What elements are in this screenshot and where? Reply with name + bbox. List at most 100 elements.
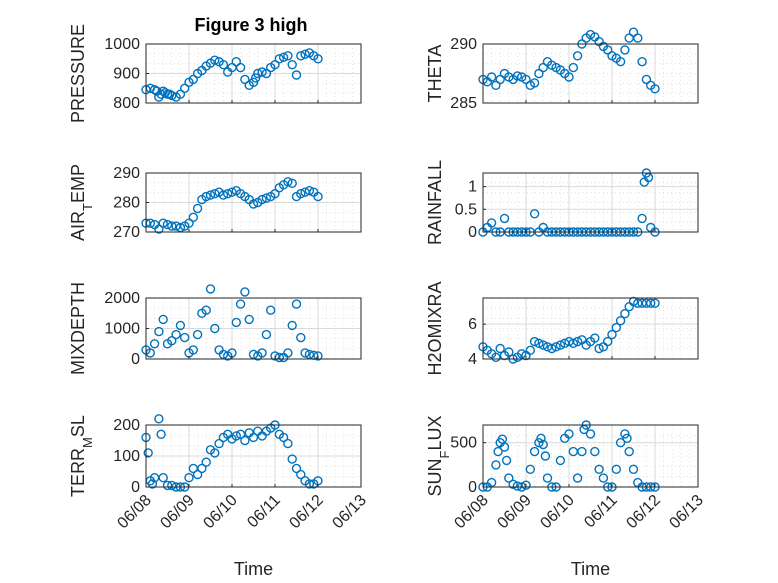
data-point xyxy=(495,343,505,354)
data-point xyxy=(214,438,224,449)
y-tick-label: 500 xyxy=(450,435,477,452)
data-point xyxy=(296,332,306,343)
data-point xyxy=(158,218,168,228)
data-point xyxy=(154,92,164,102)
y-tick-label: 100 xyxy=(113,448,140,465)
data-point xyxy=(555,340,566,350)
data-point xyxy=(504,347,514,357)
data-point xyxy=(291,299,302,309)
chart-panel-5: 285 290 THETA xyxy=(425,27,699,112)
y-tick-label: 1000 xyxy=(104,321,140,338)
y-axis-label: AIRTEMP xyxy=(68,164,95,241)
data-point xyxy=(192,203,203,214)
data-point xyxy=(250,73,261,83)
data-point xyxy=(235,62,246,73)
data-point xyxy=(304,185,315,196)
data-point xyxy=(296,469,306,480)
y-axis-label: PRESSURE xyxy=(68,24,88,123)
data-point xyxy=(162,480,173,491)
data-point xyxy=(650,298,660,308)
data-point xyxy=(235,429,246,439)
data-point xyxy=(192,329,203,340)
data-point xyxy=(551,342,561,352)
axes-box xyxy=(482,172,699,233)
data-point xyxy=(167,221,177,231)
chart-panel-7: 4 6 H2OMIXRA xyxy=(425,281,699,376)
data-series xyxy=(478,296,660,364)
data-point xyxy=(547,343,557,354)
data-point xyxy=(278,432,289,443)
y-tick-label: 0 xyxy=(131,351,140,368)
data-point xyxy=(572,51,583,61)
data-point xyxy=(201,457,211,467)
data-point xyxy=(231,57,242,67)
data-point xyxy=(540,451,551,461)
data-point xyxy=(534,338,544,348)
data-point xyxy=(594,464,604,474)
data-point xyxy=(572,473,583,483)
axes-box xyxy=(482,297,699,360)
data-point xyxy=(572,336,583,347)
axes-box xyxy=(482,43,699,104)
data-point xyxy=(568,62,578,73)
data-point xyxy=(637,57,647,67)
data-point xyxy=(611,464,621,474)
data-point xyxy=(495,74,505,85)
x-axis-label: Time xyxy=(234,559,273,579)
data-point xyxy=(248,432,259,443)
y-axis-label: RAINFALL xyxy=(425,160,445,245)
data-point xyxy=(637,213,647,224)
data-point xyxy=(192,469,203,480)
data-point xyxy=(257,348,267,358)
data-point xyxy=(555,455,566,466)
data-point xyxy=(197,463,207,474)
chart-panel-1: 800 900 1000 PRESSURE xyxy=(68,24,362,123)
data-point xyxy=(154,326,164,337)
data-point xyxy=(201,305,211,315)
data-point xyxy=(291,70,302,80)
data-point xyxy=(240,74,250,85)
data-point xyxy=(296,188,306,199)
data-point xyxy=(167,336,177,346)
data-point xyxy=(222,188,233,199)
data-point xyxy=(504,473,514,483)
data-point xyxy=(154,414,164,424)
data-point xyxy=(628,464,639,474)
data-point xyxy=(525,345,535,355)
data-point xyxy=(633,33,643,43)
data-point xyxy=(143,448,153,458)
y-axis-label: SUNFLUX xyxy=(425,416,452,497)
data-point xyxy=(501,455,512,466)
data-point xyxy=(188,345,199,355)
data-point xyxy=(564,429,574,439)
data-point xyxy=(210,323,220,334)
y-tick-label: 0 xyxy=(468,224,477,241)
data-point xyxy=(158,473,168,483)
data-point xyxy=(291,463,302,474)
data-point xyxy=(156,429,166,439)
data-point xyxy=(210,55,220,65)
data-point xyxy=(261,193,272,203)
data-point xyxy=(598,473,609,483)
data-point xyxy=(603,336,613,347)
data-point xyxy=(491,352,501,362)
y-tick-label: 200 xyxy=(113,417,140,434)
data-point xyxy=(231,317,242,328)
plot-area xyxy=(483,425,698,487)
data-point xyxy=(538,439,548,450)
data-point xyxy=(313,54,323,64)
plot-area xyxy=(483,173,698,232)
axes-box xyxy=(482,424,699,488)
data-point xyxy=(179,83,190,94)
y-tick-label: 4 xyxy=(468,351,477,368)
data-point xyxy=(585,429,596,439)
data-point xyxy=(205,284,216,294)
data-point xyxy=(201,191,211,202)
data-point xyxy=(278,52,289,62)
data-point xyxy=(611,322,621,333)
y-tick-label: 6 xyxy=(468,316,477,333)
data-point xyxy=(158,314,168,325)
chart-panel-2: 270 280 290 AIRTEMP xyxy=(68,164,362,241)
data-point xyxy=(184,218,194,228)
